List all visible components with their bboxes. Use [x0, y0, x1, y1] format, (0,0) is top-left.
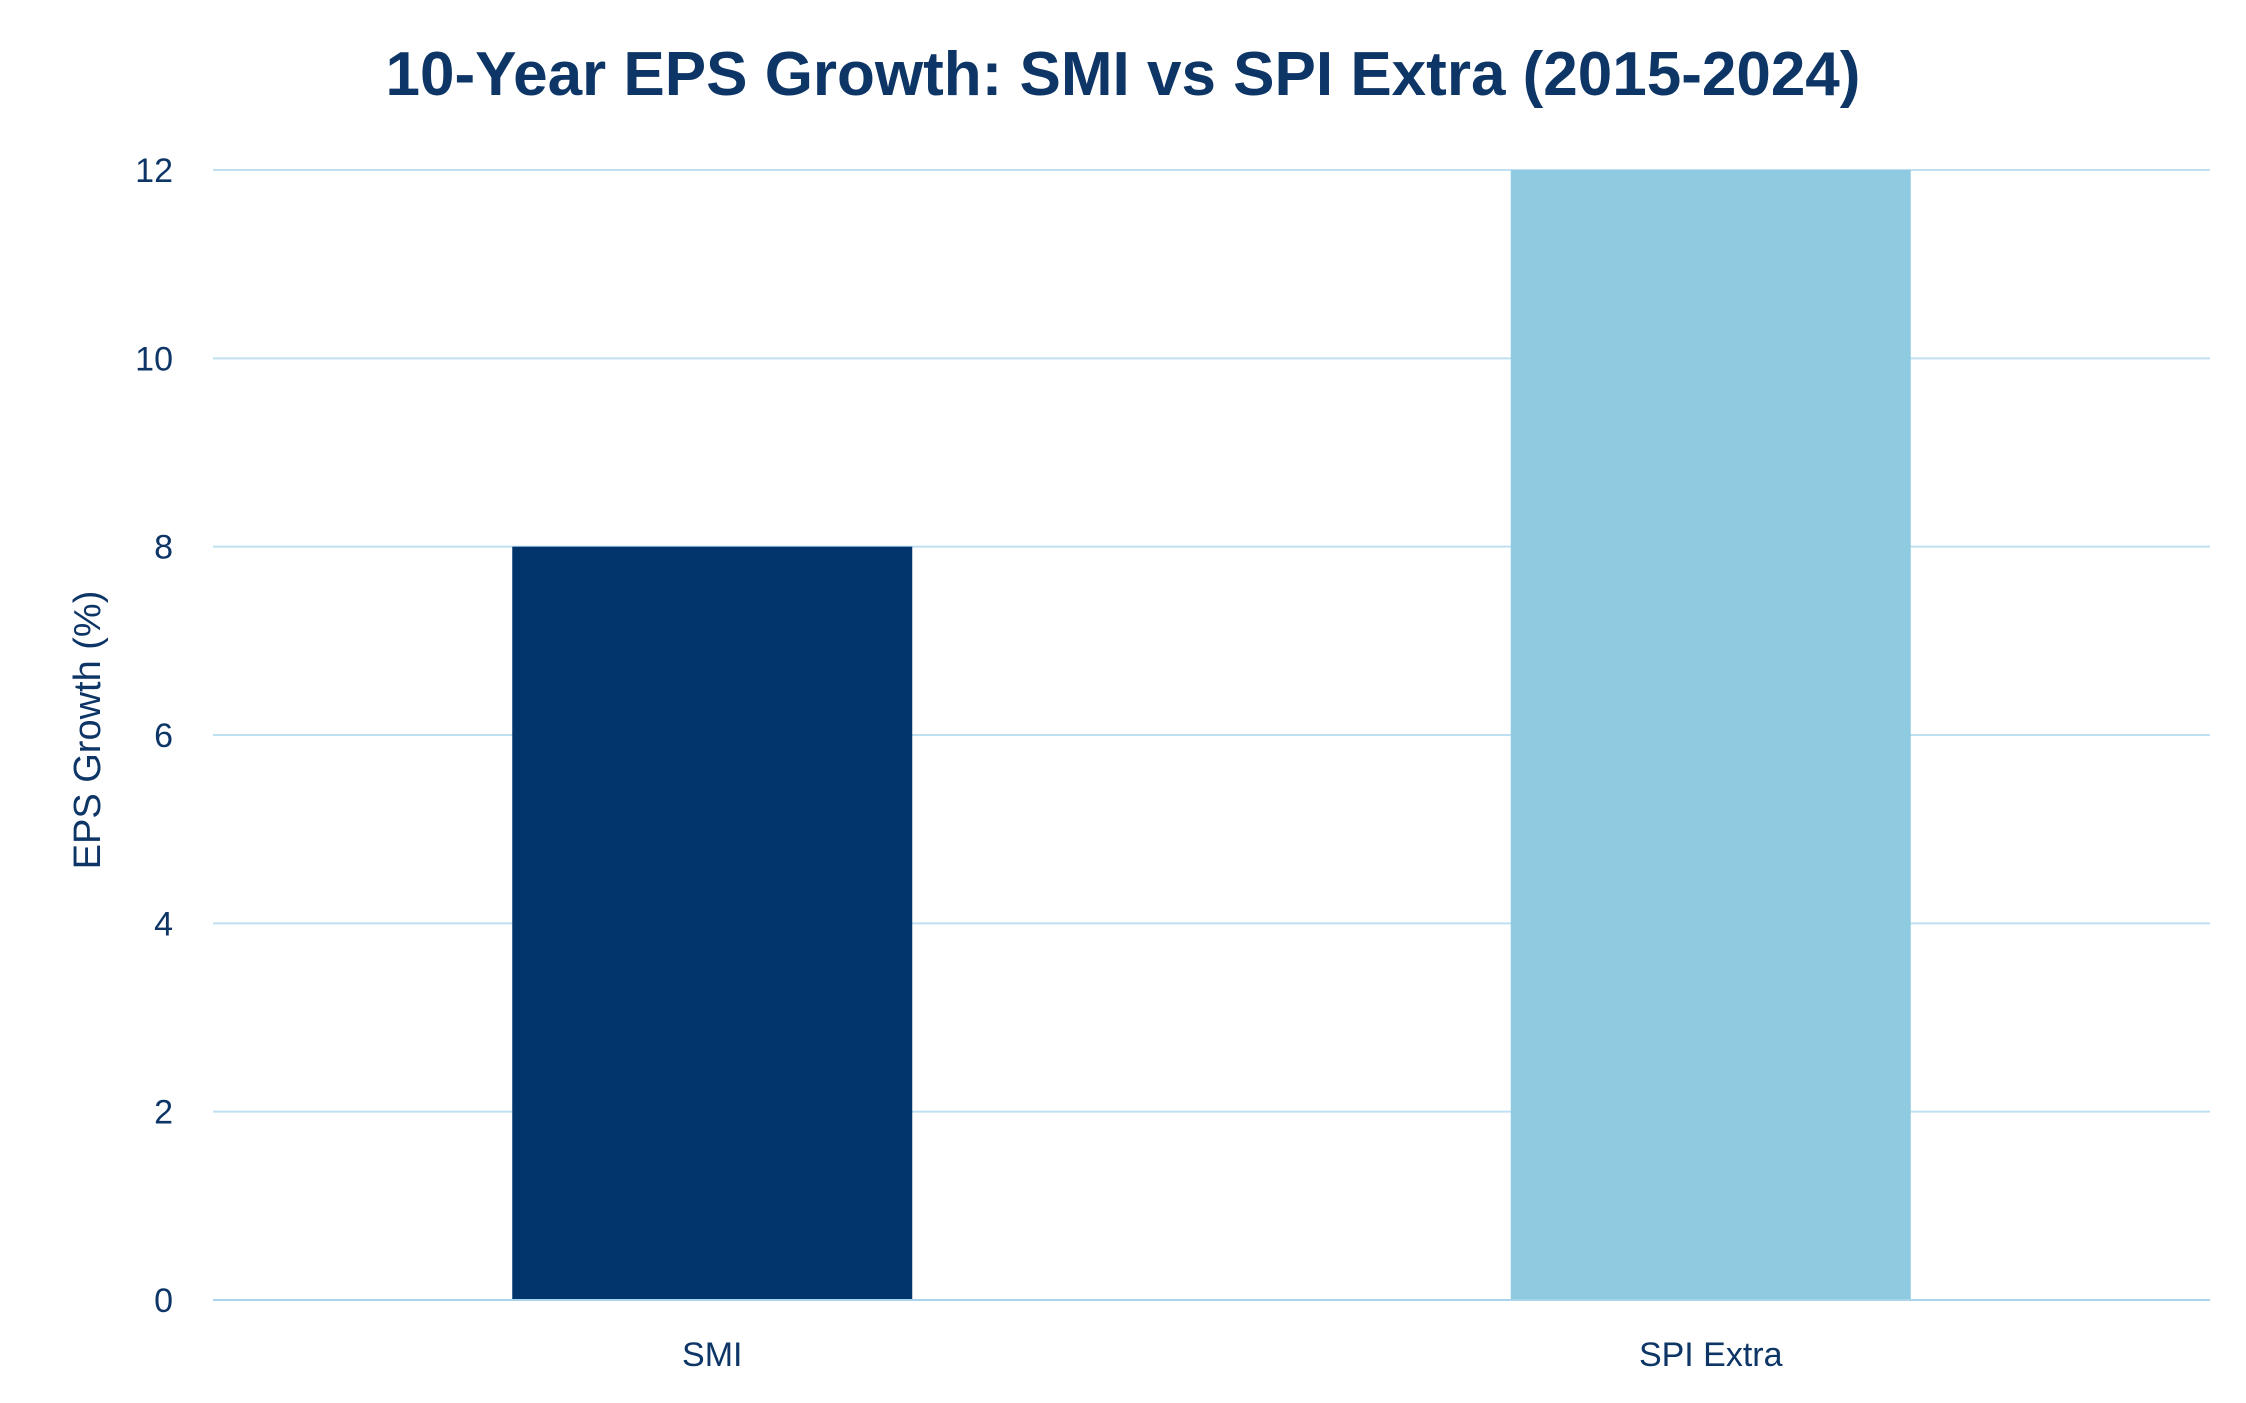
y-tick-label: 10: [135, 340, 173, 378]
y-tick-label: 12: [135, 152, 173, 190]
y-axis-title: EPS Growth (%): [67, 591, 109, 870]
bars: [213, 170, 2210, 1301]
x-tick-label: SMI: [682, 1336, 742, 1374]
y-tick-label: 8: [154, 529, 173, 567]
x-axis-ticks: SMI SPI Extra: [682, 1336, 1783, 1374]
y-tick-label: 6: [154, 717, 173, 755]
y-tick-label: 0: [154, 1282, 173, 1320]
bar-spi-extra: [1510, 170, 1911, 1300]
y-axis-ticks: 0 2 4 6 8 10 12: [135, 152, 173, 1320]
chart-title: 10-Year EPS Growth: SMI vs SPI Extra (20…: [386, 40, 1861, 109]
bar-smi: [512, 546, 913, 1300]
x-tick-label: SPI Extra: [1639, 1336, 1783, 1374]
y-tick-label: 2: [154, 1094, 173, 1132]
y-tick-label: 4: [154, 905, 173, 943]
